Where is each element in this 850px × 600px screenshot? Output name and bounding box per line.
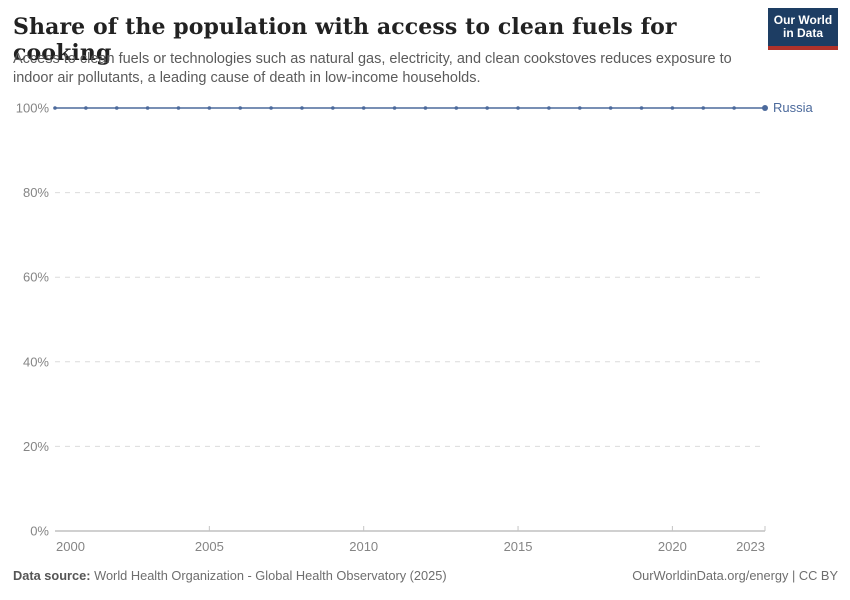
data-point-2020[interactable]: [670, 106, 675, 110]
owid-logo-stripe: [768, 46, 838, 50]
data-point-2012[interactable]: [423, 106, 428, 110]
owid-logo-line2: in Data: [782, 26, 823, 40]
data-point-2017[interactable]: [577, 106, 582, 110]
series-label-russia[interactable]: Russia: [773, 100, 813, 115]
data-point-2015[interactable]: [516, 106, 520, 110]
datasource-label: Data source:: [13, 568, 91, 583]
owid-logo-box: Our World in Data: [768, 8, 838, 46]
data-point-2013[interactable]: [454, 106, 459, 110]
data-point-2004[interactable]: [176, 106, 181, 110]
data-point-2002[interactable]: [114, 106, 119, 110]
data-point-2021[interactable]: [701, 106, 706, 110]
x-tick-label-2005: 2005: [195, 539, 224, 554]
x-tick-label-2023: 2023: [736, 539, 765, 554]
data-point-2019[interactable]: [639, 106, 644, 110]
y-tick-label-60: 60%: [23, 270, 49, 285]
chart-title: Share of the population with access to c…: [13, 14, 677, 66]
data-point-2000[interactable]: [53, 106, 57, 110]
data-point-2023[interactable]: [762, 105, 768, 111]
y-tick-label-80: 80%: [23, 185, 49, 200]
data-point-2014[interactable]: [485, 106, 489, 110]
owid-logo-line1: Our World: [773, 12, 833, 27]
data-point-2022[interactable]: [732, 106, 736, 110]
data-point-2007[interactable]: [269, 106, 273, 110]
data-point-2011[interactable]: [392, 106, 397, 110]
data-point-2010[interactable]: [361, 106, 366, 110]
data-point-2009[interactable]: [331, 106, 335, 110]
data-point-2018[interactable]: [608, 106, 613, 110]
datasource-value: World Health Organization - Global Healt…: [94, 568, 447, 583]
data-point-2006[interactable]: [238, 106, 243, 110]
y-tick-label-40: 40%: [23, 354, 49, 369]
owid-logo[interactable]: Our World in Data: [768, 8, 838, 50]
x-tick-label-2010: 2010: [349, 539, 378, 554]
datasource-text: Data source: World Health Organization -…: [13, 568, 447, 583]
x-tick-label-2015: 2015: [504, 539, 533, 554]
chart-subtitle: Access to clean fuels or technologies su…: [13, 51, 732, 86]
data-point-2001[interactable]: [84, 106, 88, 110]
x-tick-label-2020: 2020: [658, 539, 687, 554]
data-point-2016[interactable]: [547, 106, 551, 110]
data-point-2005[interactable]: [207, 106, 212, 110]
rights-link[interactable]: OurWorldinData.org/energy | CC BY: [632, 568, 838, 583]
y-tick-label-0: 0%: [30, 524, 49, 539]
y-tick-label-20: 20%: [23, 439, 49, 454]
data-point-2008[interactable]: [300, 106, 304, 110]
data-point-2003[interactable]: [145, 106, 150, 110]
y-tick-label-100: 100%: [16, 101, 50, 116]
x-tick-label-2000: 2000: [56, 539, 85, 554]
